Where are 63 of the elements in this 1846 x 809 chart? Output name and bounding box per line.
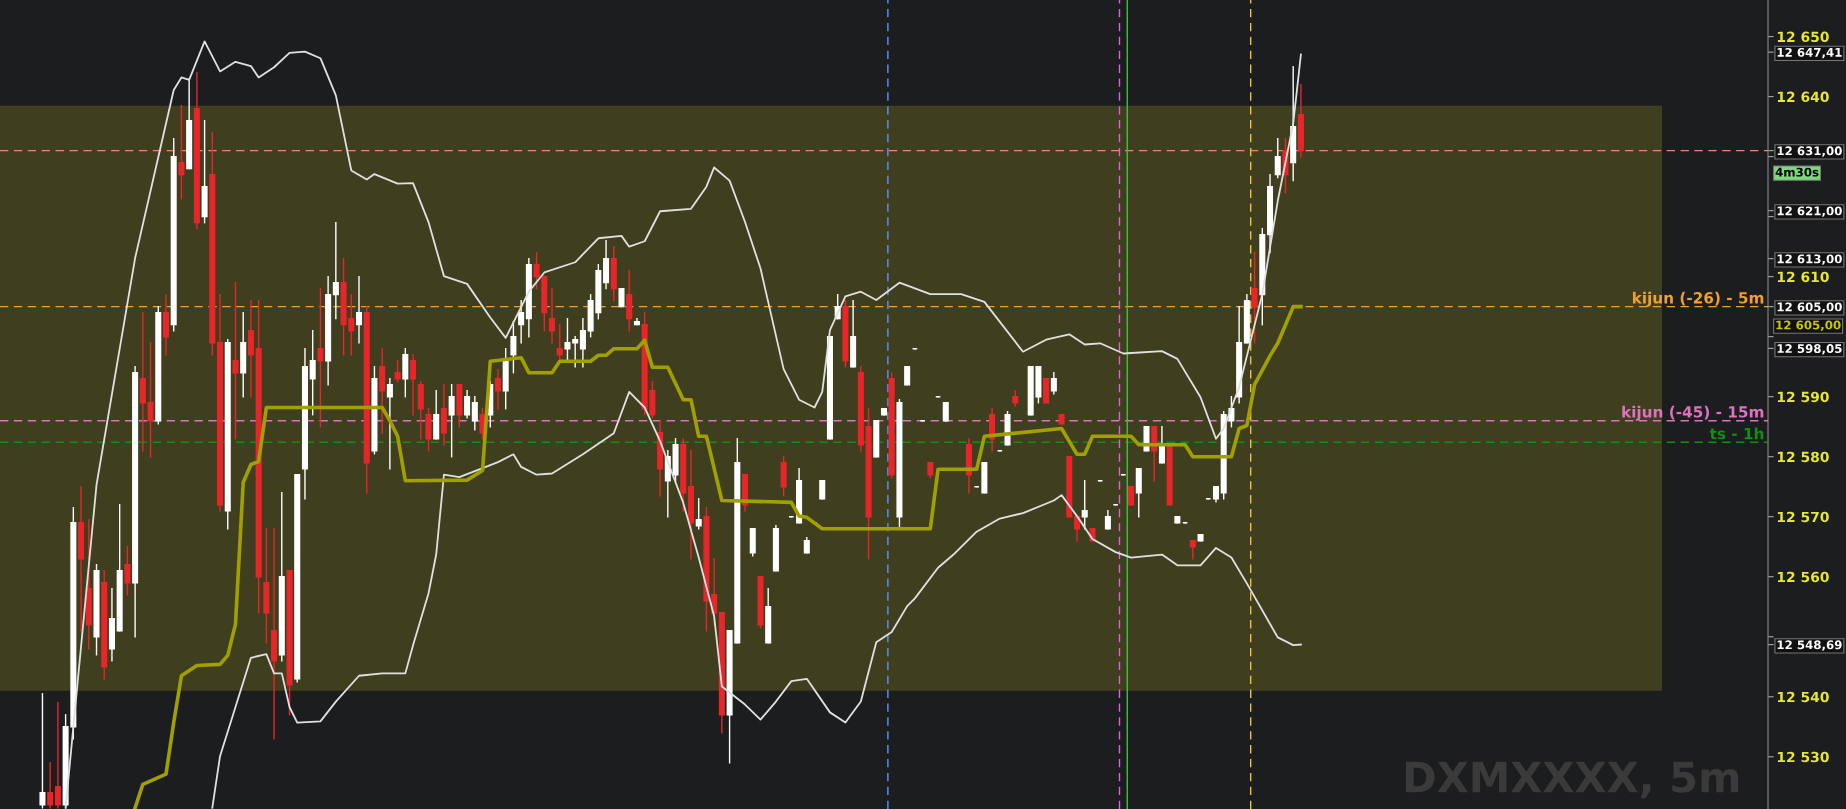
candlestick	[309, 329, 316, 416]
candlestick	[904, 365, 911, 386]
y-tick-label: 12 631,00	[1777, 146, 1842, 157]
candlestick	[695, 498, 702, 530]
y-tick-label: 12 590	[1777, 391, 1829, 403]
candlestick	[533, 251, 540, 290]
y-tick-label: 12 560	[1777, 571, 1829, 583]
candlestick	[1189, 540, 1196, 560]
candlestick	[162, 293, 170, 356]
y-tick-label: 12 613,00	[1777, 254, 1842, 265]
candlestick	[386, 377, 393, 470]
candlestick	[518, 299, 525, 344]
candlestick	[1135, 468, 1142, 518]
candlestick	[417, 380, 424, 440]
candlestick	[1274, 137, 1281, 179]
y-tick-label: 12 621,00	[1777, 206, 1842, 217]
candlestick	[402, 347, 409, 398]
y-tick-label: 12 570	[1777, 511, 1829, 523]
candlestick	[549, 287, 556, 344]
candlestick	[464, 390, 471, 419]
candlestick	[355, 275, 363, 344]
candlestick	[394, 359, 401, 383]
y-tick-label: 12 540	[1777, 691, 1829, 703]
text: 4m30s	[1775, 167, 1819, 177]
line-series	[211, 390, 1302, 809]
ref-line-label: kijun (-45) - 15m	[1622, 405, 1764, 421]
y-tick-label: 12 530	[1777, 751, 1829, 763]
candlestick	[556, 323, 563, 362]
candlestick	[942, 402, 949, 422]
candlestick	[572, 335, 579, 368]
ref-line-label: ts - 1h	[1709, 427, 1764, 440]
y-tick-label: 12 580	[1777, 451, 1829, 463]
y-tick-label: 12 610	[1777, 271, 1829, 283]
line-series	[64, 40, 1302, 809]
y-tick-label: 12 605,00	[1777, 302, 1842, 313]
candlestick	[232, 281, 239, 440]
y-tick-label: 12 647,41	[1777, 47, 1842, 59]
candlestick	[1251, 251, 1258, 344]
candlestick	[1104, 510, 1111, 530]
candlestick	[1050, 371, 1057, 395]
candlestick	[124, 546, 131, 596]
candlestick	[448, 384, 455, 458]
candlestick	[1128, 486, 1135, 506]
candlestick	[39, 693, 46, 809]
candlestick	[332, 221, 339, 320]
candlestick	[147, 341, 154, 458]
candlestick	[47, 762, 54, 809]
candlestick	[410, 353, 417, 416]
ref-line-label: kijun (-26) - 5m	[1632, 291, 1764, 307]
candlestick	[54, 702, 61, 809]
y-tick-label: 12 598,05	[1777, 344, 1842, 355]
candlestick	[317, 287, 324, 428]
candlestick	[178, 104, 185, 200]
y-tick-label: 12 640	[1777, 91, 1829, 103]
candlestick	[819, 480, 826, 500]
candlestick	[471, 396, 478, 431]
candlestick	[564, 317, 571, 362]
line-series	[133, 304, 1303, 809]
candlestick	[579, 317, 586, 368]
candlestick	[494, 368, 501, 410]
candlestick	[618, 287, 625, 308]
y-tick-label: 12 548,69	[1777, 640, 1842, 651]
y-tick-label: 12 650	[1777, 31, 1829, 43]
